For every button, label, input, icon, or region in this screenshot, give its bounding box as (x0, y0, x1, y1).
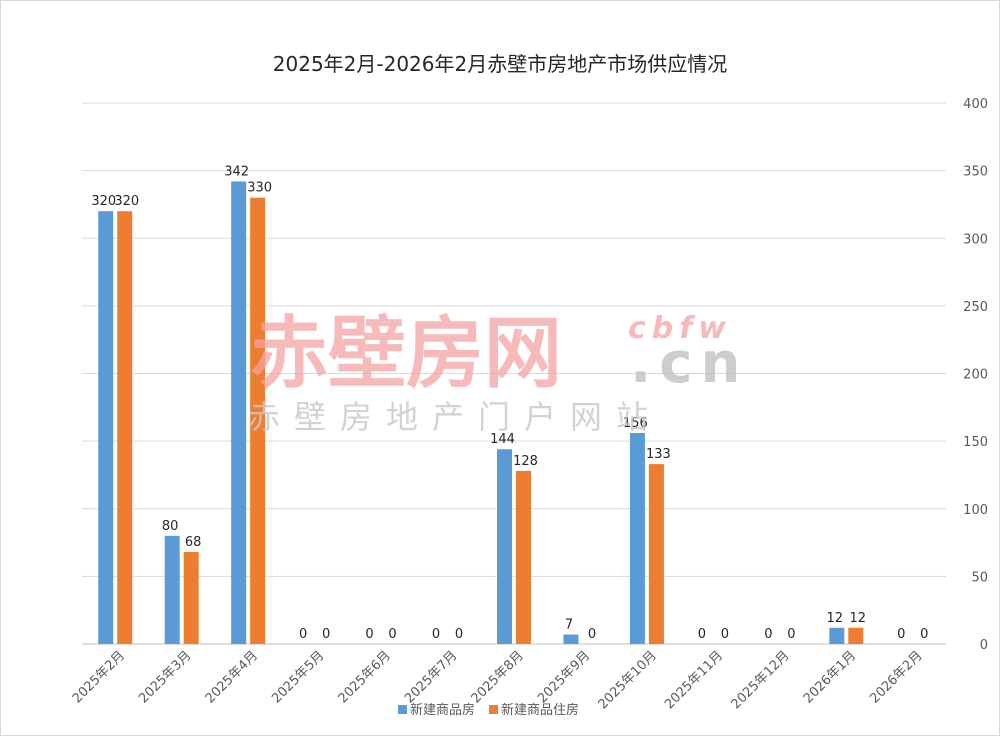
data-label: 0 (920, 627, 928, 642)
y-tick-label: 0 (980, 638, 988, 653)
x-tick-label: 2026年1月 (801, 648, 859, 706)
bar-series1 (231, 181, 247, 644)
bar-series2 (250, 197, 266, 645)
bar-series1 (497, 449, 512, 644)
x-tick-label: 2025年2月 (70, 648, 128, 706)
x-tick-label: 2025年10月 (596, 648, 660, 712)
x-tick-label: 2025年6月 (336, 648, 394, 706)
data-label: 0 (388, 627, 396, 642)
y-tick-label: 300 (963, 232, 988, 247)
data-label: 0 (299, 627, 307, 642)
y-tick-label: 50 (971, 570, 988, 585)
x-tick-label: 2025年3月 (136, 648, 194, 706)
watermark: 赤壁房网 cbfw .cn 赤壁房地产门户网站 (248, 309, 748, 436)
data-label: 133 (646, 447, 671, 462)
legend-swatch (398, 705, 407, 714)
y-tick-label: 350 (963, 165, 988, 180)
data-label: 0 (432, 627, 440, 642)
watermark-subtitle: 赤壁房地产门户网站 (248, 398, 662, 436)
data-label: 68 (185, 535, 202, 550)
data-label: 330 (247, 181, 272, 196)
x-tick-label: 2025年7月 (402, 648, 460, 706)
x-tick-label: 2025年5月 (269, 648, 327, 706)
bar-series2 (848, 627, 864, 644)
bar-series1 (629, 433, 645, 644)
data-label: 320 (91, 194, 116, 209)
data-label: 320 (114, 194, 139, 209)
watermark-domain: .cn (630, 331, 748, 396)
watermark-latin: cbfw (628, 311, 732, 346)
data-label: 0 (322, 627, 330, 642)
legend-label: 新建商品住房 (501, 702, 579, 718)
bars (98, 181, 864, 645)
bar-series1 (164, 535, 180, 644)
x-axis-ticks: 2025年2月 2025年3月 2025年4月 2025年5月 2025年6月 2025年… (70, 648, 926, 712)
data-label: 0 (721, 627, 729, 642)
gridlines (82, 102, 946, 645)
chart-title: 2025年2月-2026年2月赤壁市房地产市场供应情况 (272, 52, 728, 76)
x-tick-label: 2026年2月 (867, 648, 925, 706)
legend: 新建商品房 新建商品住房 (398, 702, 579, 718)
bar-series2 (516, 470, 531, 644)
x-tick-label: 2025年9月 (535, 648, 593, 706)
data-label: 0 (787, 627, 795, 642)
y-tick-label: 150 (963, 435, 988, 450)
legend-swatch (489, 705, 499, 714)
bar-series2 (648, 464, 664, 644)
data-label: 144 (490, 432, 515, 447)
y-tick-label: 400 (963, 97, 988, 112)
watermark-main: 赤壁房网 (250, 309, 562, 399)
y-tick-label: 250 (963, 300, 988, 315)
y-tick-label: 200 (963, 368, 988, 383)
data-label: 156 (623, 416, 648, 431)
bar-series1 (98, 211, 114, 644)
bar-series2 (117, 211, 133, 644)
data-label: 0 (455, 627, 463, 642)
data-label: 80 (162, 519, 179, 534)
data-label: 0 (897, 627, 905, 642)
x-tick-label: 2025年4月 (203, 648, 261, 706)
x-tick-label: 2025年8月 (469, 648, 527, 706)
x-tick-label: 2025年12月 (729, 648, 793, 712)
data-label: 0 (588, 627, 596, 642)
data-label: 128 (513, 454, 538, 469)
data-label: 12 (850, 611, 867, 626)
bar-series1 (829, 627, 845, 644)
y-tick-label: 100 (963, 503, 988, 518)
bar-series1 (563, 634, 579, 644)
data-label: 12 (827, 611, 844, 626)
legend-label: 新建商品房 (410, 702, 475, 718)
bar-series2 (183, 552, 199, 644)
data-label: 0 (365, 627, 373, 642)
data-label: 0 (698, 627, 706, 642)
x-tick-label: 2025年11月 (662, 648, 726, 712)
data-label: 342 (224, 164, 249, 179)
data-label: 7 (565, 618, 573, 633)
data-label: 0 (764, 627, 772, 642)
y-axis-ticks: 0 50 100 150 200 250 300 350 400 (963, 97, 988, 653)
